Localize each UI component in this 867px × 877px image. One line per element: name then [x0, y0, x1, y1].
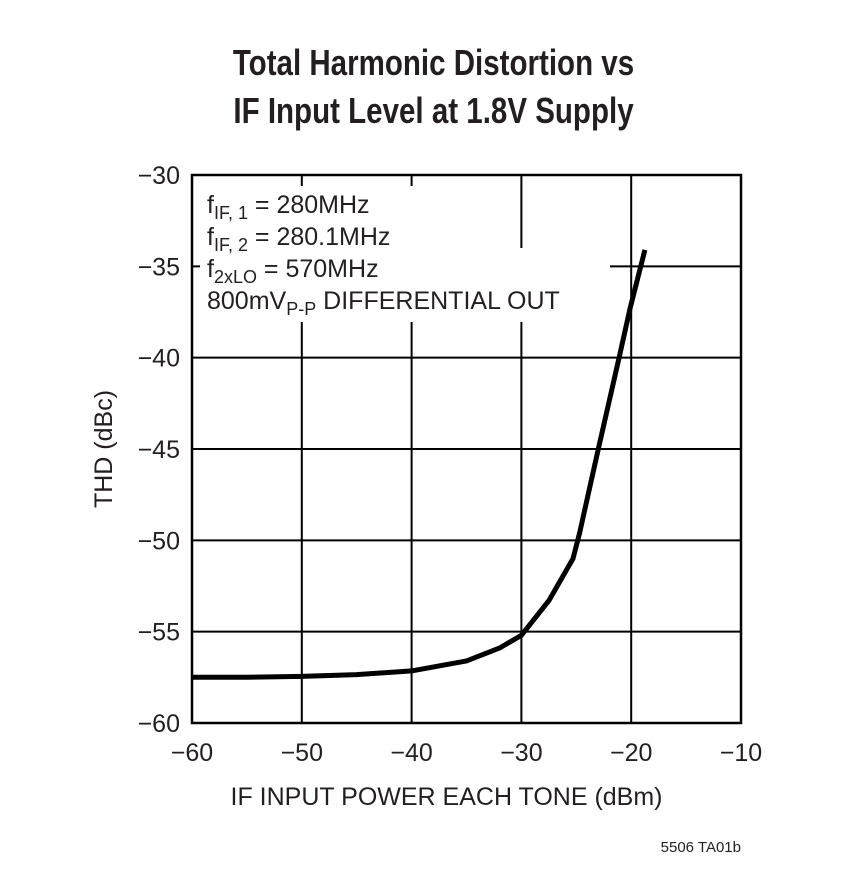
figure-footnote: 5506 TA01b: [661, 839, 741, 856]
y-tick-label: −35: [138, 253, 180, 281]
x-tick-label: −20: [610, 739, 652, 767]
x-tick-label: −10: [720, 739, 762, 767]
x-tick-label: −60: [171, 739, 213, 767]
chart-title-line-1: Total Harmonic Distortion vs: [232, 42, 635, 83]
annotation-bg: [200, 186, 415, 248]
y-tick-label: −60: [138, 710, 180, 738]
annotation-line: f2xLO = 570MHz: [207, 255, 379, 287]
x-tick-label: −30: [500, 739, 542, 767]
y-tick-label: −45: [138, 436, 180, 464]
chart-title-line-2: IF Input Level at 1.8V Supply: [233, 90, 634, 131]
x-axis-label: IF INPUT POWER EACH TONE (dBm): [231, 783, 663, 811]
y-tick-label: −55: [138, 619, 180, 647]
annotation-bg: [200, 248, 610, 322]
x-tick-label: −50: [281, 739, 323, 767]
annotation-line: fIF, 2 = 280.1MHz: [207, 223, 390, 255]
x-tick-label: −40: [390, 739, 432, 767]
y-tick-label: −40: [138, 345, 180, 373]
annotation-line: 800mVP-P DIFFERENTIAL OUT: [207, 287, 560, 319]
thd-curve: [192, 249, 648, 680]
y-tick-label: −50: [138, 527, 180, 555]
annotation-line: fIF, 1 = 280MHz: [207, 191, 370, 223]
plot-frame: [190, 173, 743, 725]
y-tick-label: −30: [138, 162, 180, 190]
y-axis-label: THD (dBc): [90, 390, 118, 508]
